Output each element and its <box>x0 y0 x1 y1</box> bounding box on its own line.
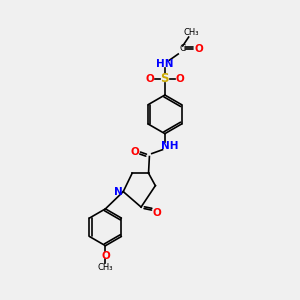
Text: C: C <box>180 44 186 53</box>
Text: O: O <box>175 74 184 84</box>
Text: O: O <box>194 44 203 54</box>
Text: O: O <box>146 74 154 84</box>
Text: CH₃: CH₃ <box>98 263 113 272</box>
Text: S: S <box>160 72 169 85</box>
Text: N: N <box>114 187 123 196</box>
Text: O: O <box>101 251 110 261</box>
Text: NH: NH <box>160 141 178 151</box>
Text: O: O <box>152 208 161 218</box>
Text: CH₃: CH₃ <box>184 28 200 37</box>
Text: HN: HN <box>156 59 174 69</box>
Text: O: O <box>130 147 139 157</box>
